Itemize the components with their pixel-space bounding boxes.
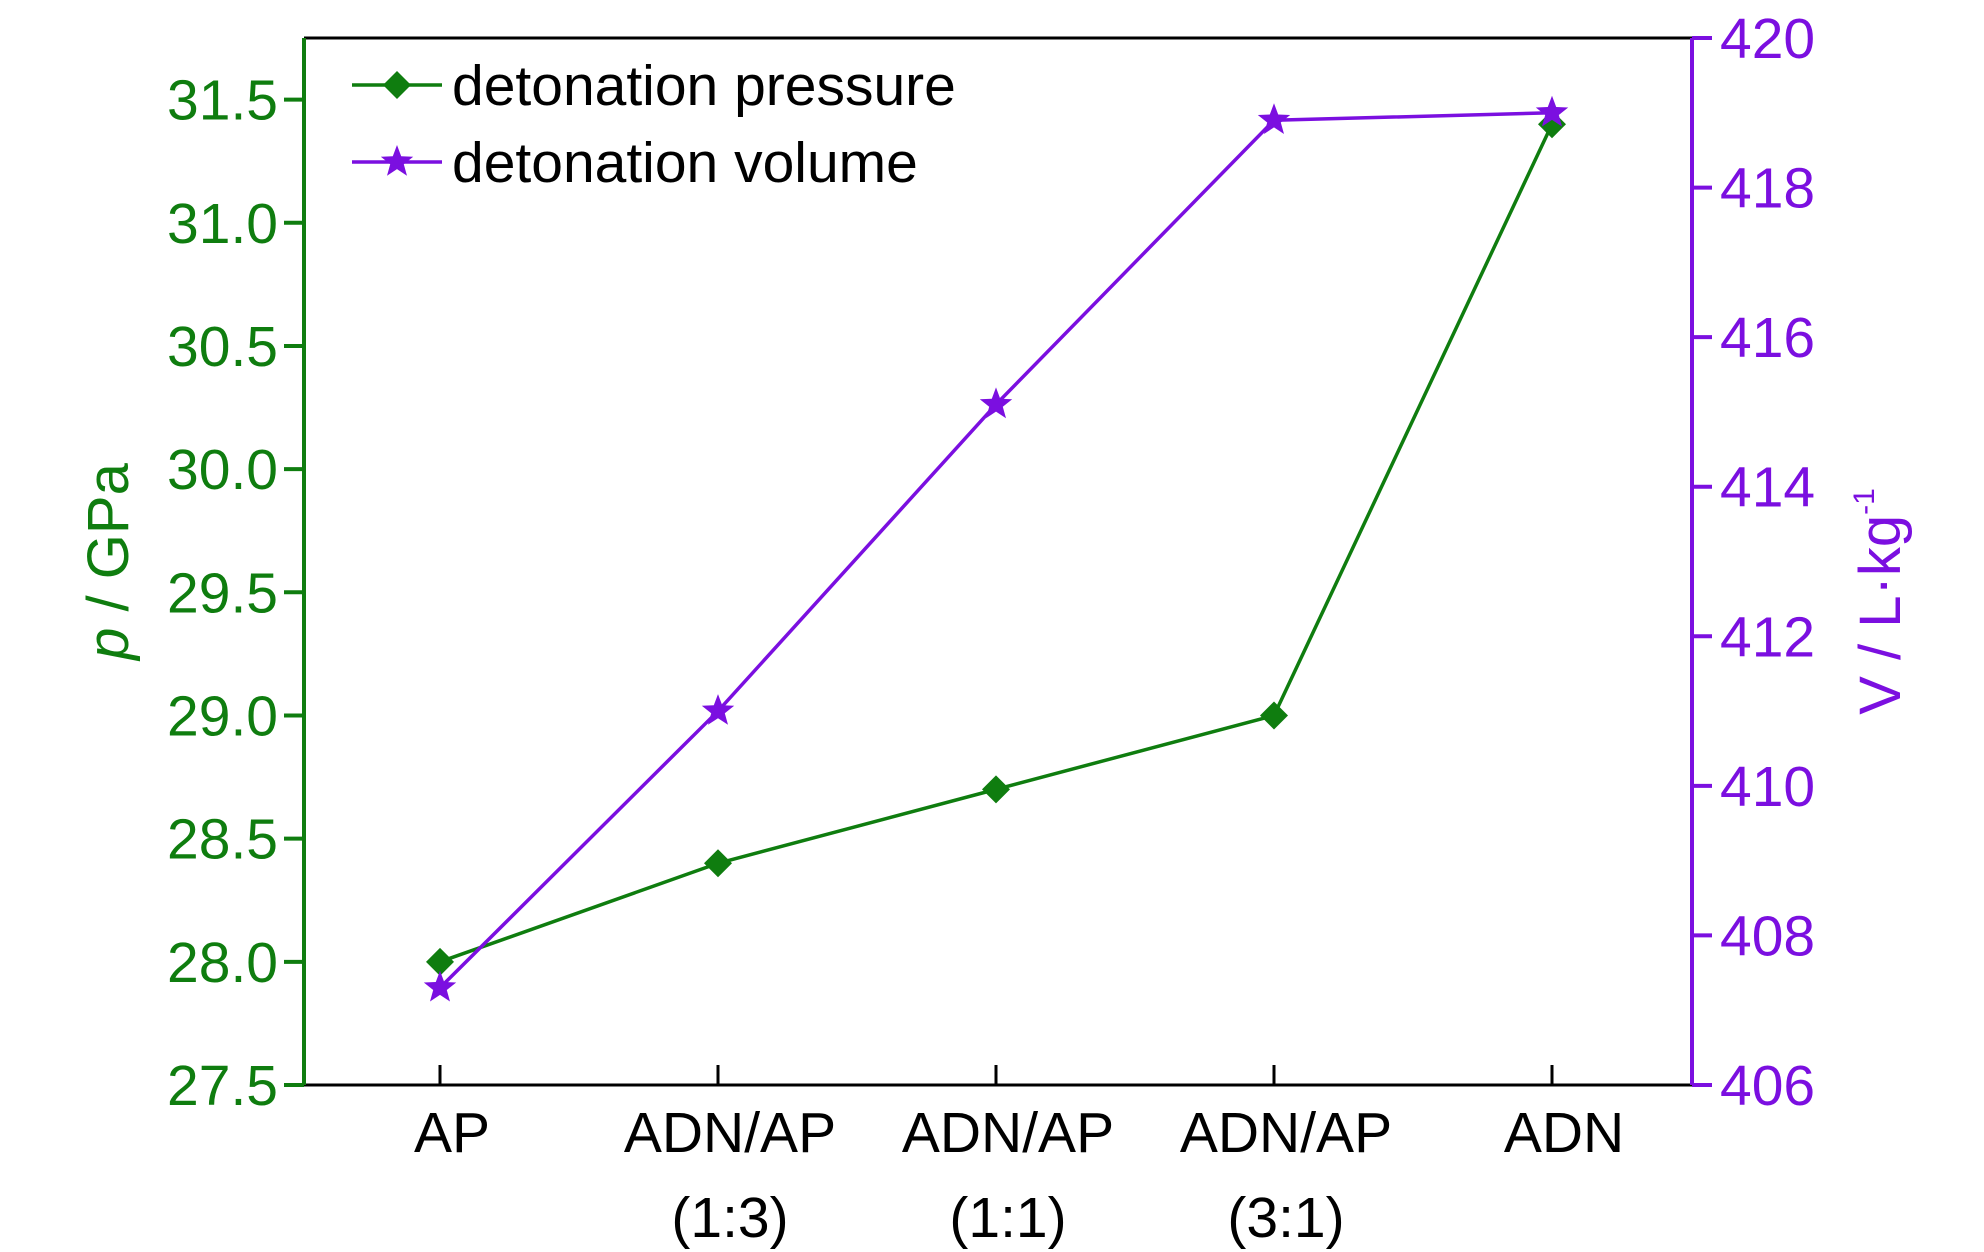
data-point-diamond <box>704 849 732 878</box>
left-tick-label: 30.5 <box>167 315 278 379</box>
data-point-diamond <box>982 775 1010 804</box>
legend-label: detonation volume <box>452 131 918 195</box>
series-detonation-pressure <box>426 110 1566 976</box>
x-tick-label: ADN/AP <box>902 1101 1114 1165</box>
left-tick-label: 28.0 <box>167 931 278 995</box>
data-point-star <box>979 387 1013 419</box>
right-tick-label: 414 <box>1720 456 1815 520</box>
data-point-star <box>701 694 735 725</box>
right-tick-label: 412 <box>1720 605 1815 669</box>
left-tick-label: 28.5 <box>167 808 278 872</box>
x-tick-label: (1:3) <box>671 1186 788 1250</box>
right-tick-label: 418 <box>1720 157 1815 221</box>
right-axis: 406 408 410 412 414 416 418 420 V / L·kg-1 <box>1692 7 1913 1118</box>
data-point-star <box>1535 95 1569 127</box>
data-point-star <box>423 970 457 1002</box>
x-tick-label: AP <box>414 1101 490 1165</box>
right-tick-label: 416 <box>1720 306 1815 370</box>
series-line <box>439 123 1554 964</box>
x-tick-label: (3:1) <box>1227 1186 1344 1250</box>
plot-frame <box>302 36 1694 1087</box>
right-tick-label: 406 <box>1720 1054 1815 1118</box>
legend: detonation pressure detonation volume <box>352 54 956 195</box>
x-tick-label: ADN/AP <box>1180 1101 1392 1165</box>
legend-marker-star <box>380 145 414 176</box>
legend-item-detonation-volume: detonation volume <box>352 131 918 195</box>
right-axis-title: V / L·kg-1 <box>1848 488 1913 715</box>
left-axis-title: p / GPa <box>76 462 141 661</box>
left-tick-label: 30.0 <box>167 438 278 502</box>
x-tick-label: (1:1) <box>949 1186 1066 1250</box>
x-tick-label: ADN/AP <box>624 1101 836 1165</box>
data-point-diamond <box>1260 701 1288 730</box>
right-tick-label: 420 <box>1720 7 1815 71</box>
data-point-star <box>1257 103 1291 134</box>
right-tick-label: 408 <box>1720 904 1815 968</box>
legend-marker-diamond <box>383 71 411 99</box>
series-line <box>438 111 1553 990</box>
left-tick-label: 29.0 <box>167 684 278 748</box>
left-axis-title-symbol: p <box>76 628 141 662</box>
x-tick-label: ADN <box>1504 1101 1624 1165</box>
right-axis-title-unit: V / L·kg <box>1848 515 1913 715</box>
left-axis-title-unit: / GPa <box>76 462 141 627</box>
right-axis-title-exponent: -1 <box>1848 488 1881 515</box>
left-axis: 27.5 28.0 28.5 29.0 29.5 30.0 30.5 31.0 31.5 p / … <box>76 69 304 1118</box>
left-tick-label: 31.5 <box>167 69 278 133</box>
series-layer <box>423 95 1569 1002</box>
data-point-diamond <box>426 947 454 976</box>
legend-item-detonation-pressure: detonation pressure <box>352 54 956 118</box>
x-axis: AP ADN/AP (1:3) ADN/AP (1:1) ADN/AP (3:1) ADN <box>414 1065 1624 1250</box>
left-tick-label: 29.5 <box>167 561 278 625</box>
legend-label: detonation pressure <box>452 54 956 118</box>
right-tick-label: 410 <box>1720 755 1815 819</box>
series-detonation-volume <box>423 95 1569 1002</box>
left-tick-label: 27.5 <box>167 1054 278 1118</box>
left-tick-label: 31.0 <box>167 192 278 256</box>
